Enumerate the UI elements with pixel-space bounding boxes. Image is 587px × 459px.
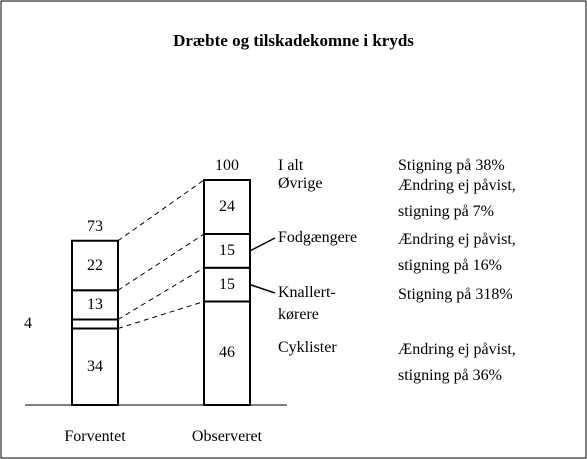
legend-label: Knallert- kørere	[278, 284, 336, 323]
total-label: 100	[215, 157, 239, 174]
segment-label: 15	[219, 241, 235, 259]
series-note: Ændring ej påvist, stigning på 36%	[398, 341, 516, 384]
legend-label: Cyklister	[278, 339, 337, 356]
chart-title: Dræbte og tilskadekomne i kryds	[173, 31, 414, 50]
total-label: 73	[87, 217, 103, 235]
connector	[117, 233, 205, 291]
legend-total: I alt	[278, 157, 304, 174]
bar-segment	[203, 179, 251, 235]
leader-line	[249, 237, 276, 252]
legend-label: Øvrige	[278, 175, 323, 192]
segment-label: 46	[219, 344, 235, 362]
x-tick-label: Observeret	[191, 428, 263, 445]
bar-segment	[203, 266, 251, 303]
series-note: Stigning på 318%	[398, 286, 513, 303]
segment-label: 24	[219, 198, 235, 215]
legend-label: Fodgængere	[278, 229, 358, 246]
bar-segment	[71, 289, 119, 321]
segment-label: 13	[87, 295, 103, 313]
x-tick-label: Forventet	[64, 428, 126, 445]
series-note: Ændring ej påvist, stigning på 16%	[398, 231, 516, 274]
bar-segment	[71, 239, 119, 292]
segment-label: 22	[87, 256, 103, 274]
connector	[117, 267, 205, 320]
segment-label: 4	[24, 315, 32, 332]
total-note: Stigning på 38%	[398, 157, 505, 174]
bar-segment	[203, 300, 251, 406]
segment-label: 15	[219, 275, 235, 293]
leader-line	[249, 283, 276, 294]
series-note: Ændring ej påvist, stigning på 7%	[398, 177, 516, 220]
bar-segment	[71, 318, 119, 330]
bar-segment	[71, 327, 119, 406]
segment-label: 34	[87, 357, 103, 375]
connector	[117, 301, 205, 329]
